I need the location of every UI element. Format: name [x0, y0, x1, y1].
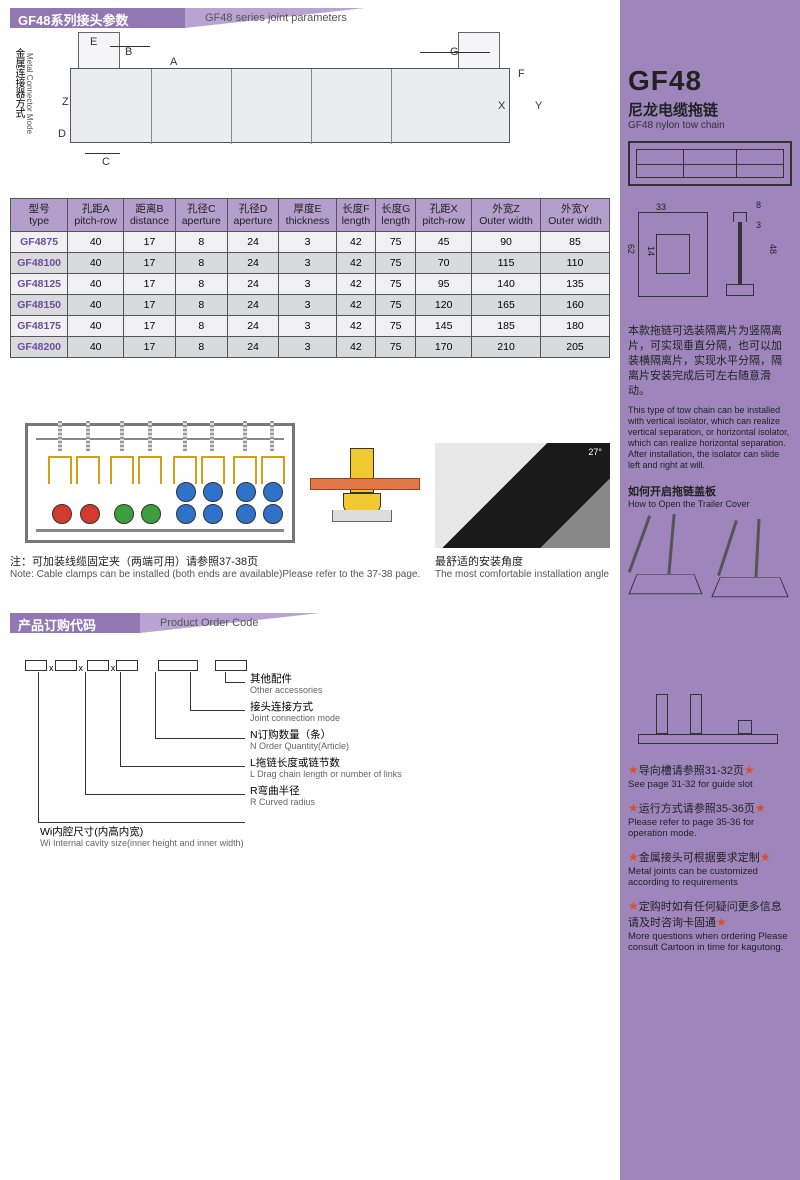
- section-header-params: GF48系列接头参数 GF48 series joint parameters: [10, 8, 610, 30]
- angle-note-en: The most comfortable installation angle: [435, 569, 609, 580]
- sidebar-ref: ★运行方式请参照35-36页★Please refer to page 35-3…: [628, 800, 792, 839]
- table-header: 孔径Caperture: [175, 199, 227, 232]
- table-row: GF48175401782434275145185180: [11, 316, 610, 337]
- install-photo: 27°: [435, 443, 610, 548]
- tree-label: 接头连接方式Joint connection mode: [250, 702, 340, 724]
- table-header: 型号type: [11, 199, 68, 232]
- sidebar-sub-en: GF48 nylon tow chain: [628, 120, 792, 131]
- profile-diagram: 33 62 14 8 3 48: [628, 194, 792, 314]
- sidebar-sub-cn: 尼龙电缆拖链: [628, 99, 792, 120]
- sidebar-desc-en: This type of tow chain can be installed …: [628, 405, 792, 471]
- table-row: GF4812540178243427595140135: [11, 274, 610, 295]
- table-header: 孔距Apitch-row: [68, 199, 124, 232]
- clamp-frame: [25, 423, 295, 543]
- header-en: GF48 series joint parameters: [205, 12, 347, 24]
- table-header: 外宽ZOuter width: [472, 199, 541, 232]
- header-cn: GF48系列接头参数: [18, 10, 129, 29]
- open-heading-cn: 如何开启拖链盖板: [628, 483, 792, 499]
- table-header: 长度Flength: [336, 199, 375, 232]
- angle-note-cn: 最舒适的安装角度: [435, 553, 609, 569]
- sidebar-ref: ★金属接头可根据要求定制★Metal joints can be customi…: [628, 849, 792, 888]
- section-header-order: 产品订购代码 Product Order Code: [10, 613, 610, 635]
- sidebar-title: GF48: [628, 65, 792, 97]
- chain-body: [70, 68, 510, 143]
- sidebar-ref: ★导向槽请参照31-32页★See page 31-32 for guide s…: [628, 762, 792, 790]
- chain-box-icon: [628, 141, 792, 186]
- table-header: 孔径Daperture: [227, 199, 279, 232]
- joint-diagram: 金属连接器方式 Metal Connector Mode E B A C D Z…: [40, 38, 610, 188]
- open-heading-en: How to Open the Trailer Cover: [628, 499, 792, 509]
- clamp-section: 27° 注：可加装线缆固定夹（两端可用）请参照37-38页 Note: Cabl…: [10, 423, 610, 578]
- table-header: 距离Bdistance: [124, 199, 176, 232]
- table-row: GF4810040178243427570115110: [11, 253, 610, 274]
- table-header-row: 型号type孔距Apitch-row距离Bdistance孔径Caperture…: [11, 199, 610, 232]
- vertical-label-cn: 金属连接器方式: [12, 48, 24, 118]
- sidebar: GF48 尼龙电缆拖链 GF48 nylon tow chain 33 62 1…: [620, 0, 800, 1180]
- tree-label: 其他配件Other accessories: [250, 674, 323, 696]
- order-code-tree: xx x 其他配件Other accessories接头连接方式Joint co…: [20, 660, 600, 860]
- parameters-table: 型号type孔距Apitch-row距离Bdistance孔径Caperture…: [10, 198, 610, 358]
- tree-label: N订购数量（条）N Order Quantity(Article): [250, 730, 349, 752]
- table-body: GF4875401782434275459085GF48100401782434…: [11, 232, 610, 358]
- tree-label: R弯曲半径R Curved radius: [250, 786, 315, 808]
- sidebar-desc-cn: 本款拖链可选装隔离片为竖隔离片，可实现垂直分隔，也可以加装横隔离片，实现水平分隔…: [628, 324, 792, 399]
- table-row: GF4875401782434275459085: [11, 232, 610, 253]
- table-header: 外宽YOuter width: [541, 199, 610, 232]
- table-header: 厚度Ethickness: [279, 199, 336, 232]
- sidebar-ref: ★定购时如有任何疑问更多信息请及时咨询卡固通★More questions wh…: [628, 898, 792, 953]
- clamp-note-en: Note: Cable clamps can be installed (bot…: [10, 569, 420, 580]
- table-header: 长度Glength: [376, 199, 416, 232]
- vertical-label-en: Metal Connector Mode: [25, 53, 34, 134]
- tree-label: Wi内腔尺寸(内高内宽)Wi Internal cavity size(inne…: [40, 827, 244, 849]
- main-content: GF48系列接头参数 GF48 series joint parameters …: [0, 0, 620, 893]
- table-header: 孔距Xpitch-row: [416, 199, 472, 232]
- clamp-note-cn: 注：可加装线缆固定夹（两端可用）请参照37-38页: [10, 553, 420, 569]
- table-row: GF48150401782434275120165160: [11, 295, 610, 316]
- tool-diagram: [628, 514, 792, 669]
- table-row: GF48200401782434275170210205: [11, 337, 610, 358]
- guide-diagram: [628, 677, 792, 752]
- holder-diagram: [310, 448, 420, 548]
- tree-label: L拖链长度或链节数L Drag chain length or number o…: [250, 758, 402, 780]
- order-section: 产品订购代码 Product Order Code xx x 其他配件Other…: [10, 613, 610, 860]
